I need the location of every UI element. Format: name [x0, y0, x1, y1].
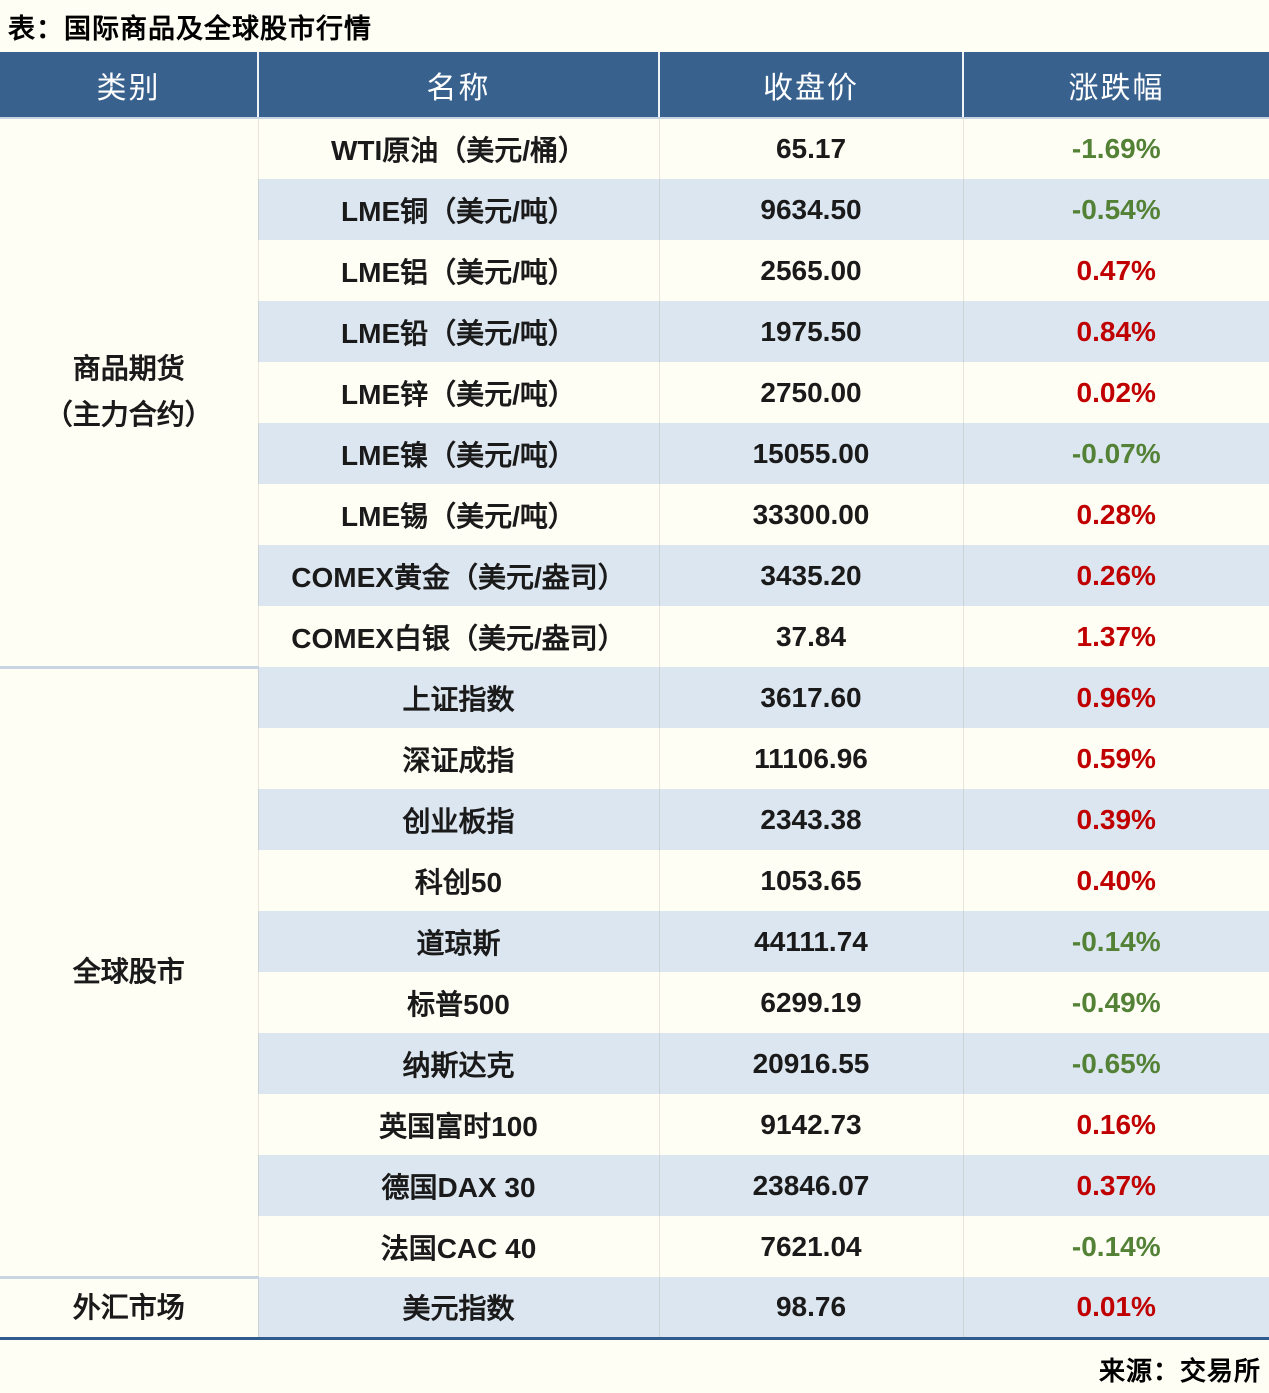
instrument-name: LME镍（美元/吨） [258, 423, 660, 484]
table-row: LME锡（美元/吨） 33300.00 0.28% [0, 484, 1269, 545]
close-price: 2750.00 [659, 362, 964, 423]
instrument-name: 上证指数 [258, 667, 660, 728]
change-percent: -0.07% [963, 423, 1269, 484]
change-percent: 0.02% [963, 362, 1269, 423]
instrument-name: 德国DAX 30 [258, 1155, 660, 1216]
table-row: 外汇市场 美元指数 98.76 0.01% [0, 1275, 1269, 1338]
close-price: 33300.00 [659, 484, 964, 545]
category-cell-global-stocks: 全球股市 [0, 665, 259, 1277]
change-percent: 0.28% [963, 484, 1269, 545]
close-price: 15055.00 [659, 423, 964, 484]
table-row: LME铜（美元/吨） 9634.50 -0.54% [0, 179, 1269, 240]
table-row: 纳斯达克 20916.55 -0.65% [0, 1033, 1269, 1094]
header-row: 类别 名称 收盘价 涨跌幅 [0, 52, 1269, 119]
change-percent: 0.96% [963, 667, 1269, 728]
table-row: LME镍（美元/吨） 15055.00 -0.07% [0, 423, 1269, 484]
change-percent: 0.47% [963, 240, 1269, 301]
change-percent: 0.16% [963, 1094, 1269, 1155]
close-price: 2343.38 [659, 789, 964, 850]
instrument-name: 美元指数 [258, 1277, 660, 1338]
category-label-line1: 全球股市 [72, 956, 185, 987]
close-price: 9634.50 [659, 179, 964, 240]
close-price: 9142.73 [659, 1094, 964, 1155]
change-percent: 0.84% [963, 301, 1269, 362]
instrument-name: COMEX白银（美元/盎司） [258, 606, 660, 667]
instrument-name: LME铅（美元/吨） [258, 301, 660, 362]
change-percent: -0.49% [963, 972, 1269, 1033]
change-percent: 0.40% [963, 850, 1269, 911]
change-percent: -0.14% [963, 911, 1269, 972]
table-row: 商品期货 （主力合约） WTI原油（美元/桶） 65.17 -1.69% [0, 118, 1269, 667]
close-price: 3435.20 [659, 545, 964, 606]
col-header-category: 类别 [0, 52, 259, 119]
close-price: 7621.04 [659, 1216, 964, 1277]
close-price: 11106.96 [659, 728, 964, 789]
change-percent: -1.69% [963, 118, 1269, 179]
instrument-name: 英国富时100 [258, 1094, 660, 1155]
table-row: LME铅（美元/吨） 1975.50 0.84% [0, 301, 1269, 362]
source-note: 来源：交易所 [1098, 1355, 1261, 1386]
instrument-name: LME锌（美元/吨） [258, 362, 660, 423]
table-row: LME铝（美元/吨） 2565.00 0.47% [0, 240, 1269, 301]
instrument-name: LME锡（美元/吨） [258, 484, 660, 545]
instrument-name: 科创50 [258, 850, 660, 911]
table-row: 科创50 1053.65 0.40% [0, 850, 1269, 911]
table-row: 英国富时100 9142.73 0.16% [0, 1094, 1269, 1155]
change-percent: 0.01% [963, 1277, 1269, 1338]
market-quotes-table: 类别 名称 收盘价 涨跌幅 商品期货 （主力合约） WTI原油（美元/桶） 65… [0, 52, 1269, 1340]
table-row: 道琼斯 44111.74 -0.14% [0, 911, 1269, 972]
close-price: 44111.74 [659, 911, 964, 972]
instrument-name: LME铝（美元/吨） [258, 240, 660, 301]
close-price: 3617.60 [659, 667, 964, 728]
change-percent: 0.59% [963, 728, 1269, 789]
category-label-line1: 外汇市场 [72, 1291, 185, 1323]
page: 表：国际商品及全球股市行情 类别 名称 收盘价 涨跌幅 商品期货 （主力合约） … [0, 7, 1269, 1388]
instrument-name: WTI原油（美元/桶） [258, 118, 660, 179]
close-price: 1975.50 [659, 301, 964, 362]
instrument-name: LME铜（美元/吨） [258, 179, 660, 240]
instrument-name: 标普500 [258, 972, 660, 1033]
table-row: 创业板指 2343.38 0.39% [0, 789, 1269, 850]
close-price: 20916.55 [659, 1033, 964, 1094]
close-price: 98.76 [659, 1277, 964, 1338]
category-cell-forex: 外汇市场 [0, 1275, 259, 1338]
col-header-change: 涨跌幅 [963, 52, 1269, 119]
table-row: 德国DAX 30 23846.07 0.37% [0, 1155, 1269, 1216]
change-percent: 0.26% [963, 545, 1269, 606]
col-header-name: 名称 [258, 52, 660, 119]
change-percent: 0.37% [963, 1155, 1269, 1216]
close-price: 65.17 [659, 118, 964, 179]
close-price: 6299.19 [659, 972, 964, 1033]
category-cell-commodity-futures: 商品期货 （主力合约） [0, 118, 259, 667]
table-row: 全球股市 上证指数 3617.60 0.96% [0, 665, 1269, 1277]
table-row: LME锌（美元/吨） 2750.00 0.02% [0, 362, 1269, 423]
close-price: 2565.00 [659, 240, 964, 301]
table-row: COMEX白银（美元/盎司） 37.84 1.37% [0, 606, 1269, 667]
change-percent: -0.65% [963, 1033, 1269, 1094]
change-percent: -0.14% [963, 1216, 1269, 1277]
instrument-name: COMEX黄金（美元/盎司） [258, 545, 660, 606]
category-label-line1: 商品期货 [72, 353, 185, 385]
page-title: 表：国际商品及全球股市行情 [8, 14, 372, 44]
table-row: 标普500 6299.19 -0.49% [0, 972, 1269, 1033]
change-percent: -0.54% [963, 179, 1269, 240]
close-price: 23846.07 [659, 1155, 964, 1216]
table-row: 法国CAC 40 7621.04 -0.14% [0, 1216, 1269, 1277]
change-percent: 0.39% [963, 789, 1269, 850]
col-header-close: 收盘价 [659, 52, 964, 119]
instrument-name: 创业板指 [258, 789, 660, 850]
table-row: COMEX黄金（美元/盎司） 3435.20 0.26% [0, 545, 1269, 606]
instrument-name: 法国CAC 40 [258, 1216, 660, 1277]
close-price: 37.84 [659, 606, 964, 667]
instrument-name: 深证成指 [258, 728, 660, 789]
category-label-line2: （主力合约） [44, 399, 213, 431]
instrument-name: 纳斯达克 [258, 1033, 660, 1094]
change-percent: 1.37% [963, 606, 1269, 667]
instrument-name: 道琼斯 [258, 911, 660, 972]
close-price: 1053.65 [659, 850, 964, 911]
table-row: 深证成指 11106.96 0.59% [0, 728, 1269, 789]
